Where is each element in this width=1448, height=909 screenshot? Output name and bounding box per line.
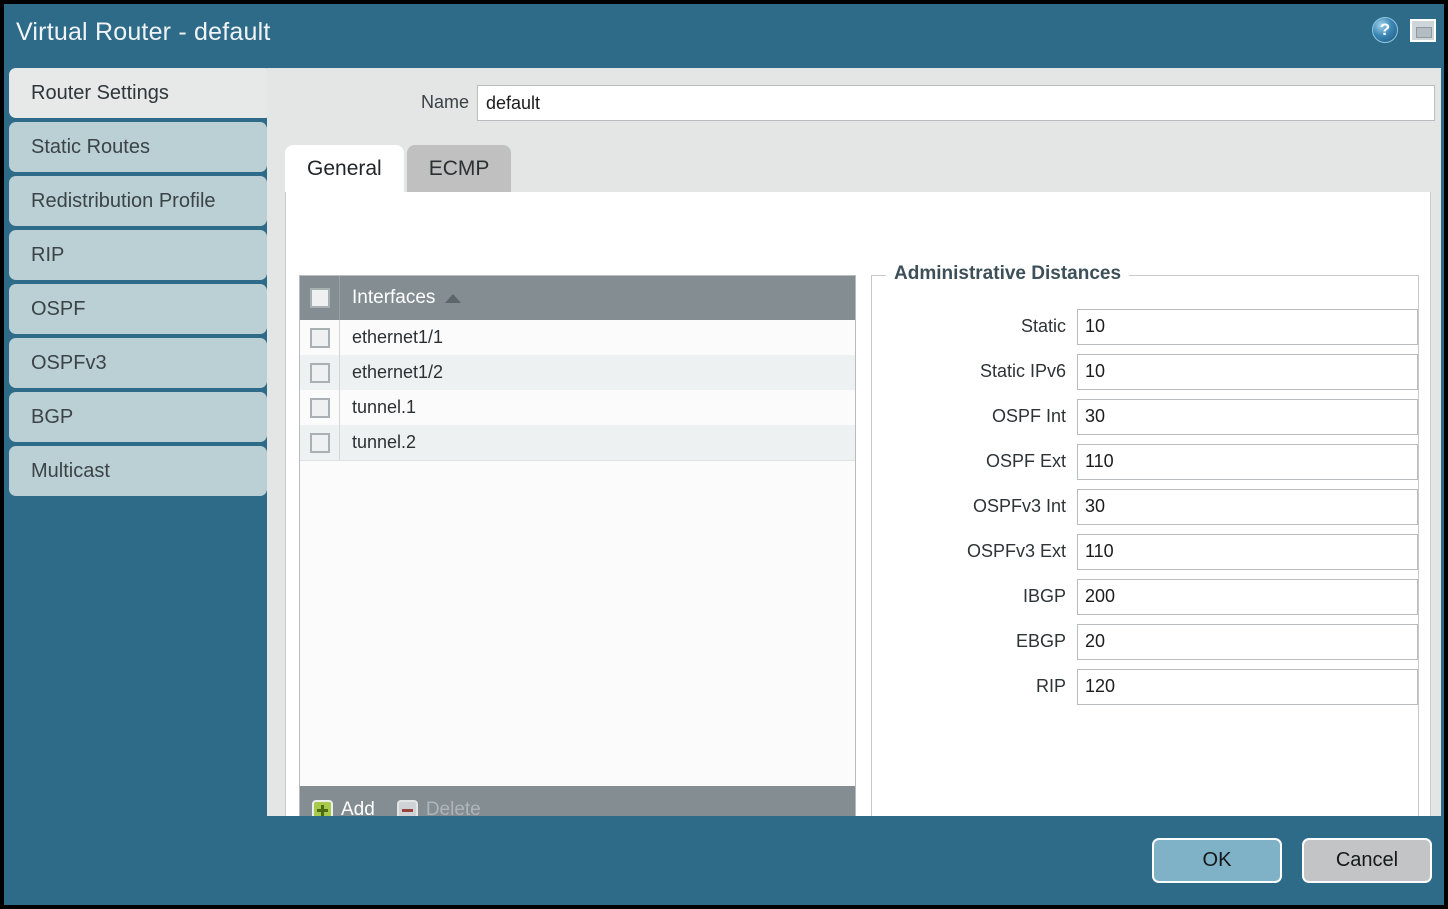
field-row-ospf-int: OSPF Int bbox=[872, 394, 1418, 439]
sidebar-item-label: OSPFv3 bbox=[31, 351, 107, 374]
tab-ecmp[interactable]: ECMP bbox=[406, 145, 512, 192]
field-label: RIP bbox=[1035, 676, 1066, 696]
row-checkbox[interactable] bbox=[309, 432, 330, 453]
field-label: Static IPv6 bbox=[979, 361, 1066, 381]
field-label: OSPF Int bbox=[991, 406, 1066, 426]
titlebar-icon-group: ? bbox=[1372, 17, 1436, 43]
row-checkbox-cell bbox=[300, 355, 340, 390]
table-body: ethernet1/1 ethernet1/2 tu bbox=[300, 320, 855, 460]
name-input[interactable] bbox=[477, 85, 1435, 121]
sidebar-item-rip[interactable]: RIP bbox=[9, 230, 267, 280]
ok-button[interactable]: OK bbox=[1152, 838, 1282, 883]
ospf-int-distance-input[interactable] bbox=[1077, 398, 1418, 435]
row-checkbox-cell bbox=[300, 425, 340, 460]
dialog-title: Virtual Router - default bbox=[16, 18, 271, 46]
field-label: Static bbox=[1020, 316, 1066, 336]
dialog-titlebar: Virtual Router - default ? bbox=[4, 4, 1444, 68]
table-row[interactable]: ethernet1/2 bbox=[300, 355, 855, 390]
column-header-label: Interfaces bbox=[352, 287, 436, 308]
field-row-ebgp: EBGP bbox=[872, 619, 1418, 664]
ospf-ext-distance-input[interactable] bbox=[1077, 443, 1418, 480]
field-row-rip: RIP bbox=[872, 664, 1418, 709]
ospfv3-ext-distance-input[interactable] bbox=[1077, 533, 1418, 570]
row-checkbox[interactable] bbox=[309, 397, 330, 418]
sidebar-item-label: RIP bbox=[31, 243, 65, 266]
interface-name: ethernet1/1 bbox=[352, 327, 444, 347]
field-row-ibgp: IBGP bbox=[872, 574, 1418, 619]
ibgp-distance-input[interactable] bbox=[1077, 578, 1418, 615]
sidebar-item-ospfv3[interactable]: OSPFv3 bbox=[9, 338, 267, 388]
sidebar-item-redistribution-profile[interactable]: Redistribution Profile bbox=[9, 176, 267, 226]
table-row[interactable]: tunnel.2 bbox=[300, 425, 855, 460]
interface-name: tunnel.2 bbox=[352, 432, 417, 452]
tab-strip: General ECMP bbox=[285, 145, 512, 192]
field-row-static-ipv6: Static IPv6 bbox=[872, 349, 1418, 394]
sidebar-item-label: OSPF bbox=[31, 297, 86, 320]
field-label: IBGP bbox=[1022, 586, 1066, 606]
cancel-button[interactable]: Cancel bbox=[1302, 838, 1432, 883]
name-field-row: Name bbox=[267, 85, 1441, 121]
help-circle-icon[interactable]: ? bbox=[1372, 17, 1398, 43]
interfaces-table: Interfaces ethernet1/1 bbox=[299, 275, 856, 835]
field-label: EBGP bbox=[1015, 631, 1066, 651]
sort-ascending-icon bbox=[445, 293, 462, 303]
sidebar-item-label: Multicast bbox=[31, 459, 110, 482]
table-row[interactable]: tunnel.1 bbox=[300, 390, 855, 425]
sidebar-item-label: Router Settings bbox=[31, 81, 169, 104]
row-checkbox[interactable] bbox=[309, 362, 330, 383]
sidebar-nav: Router Settings Static Routes Redistribu… bbox=[4, 68, 272, 816]
select-all-cell bbox=[300, 276, 340, 320]
interface-name: tunnel.1 bbox=[352, 397, 417, 417]
sidebar-item-bgp[interactable]: BGP bbox=[9, 392, 267, 442]
row-checkbox[interactable] bbox=[309, 327, 330, 348]
field-label: OSPFv3 Int bbox=[972, 496, 1066, 516]
interface-name: ethernet1/2 bbox=[352, 362, 444, 382]
field-row-ospfv3-ext: OSPFv3 Ext bbox=[872, 529, 1418, 574]
virtual-router-dialog: Virtual Router - default ? Router Settin… bbox=[4, 4, 1444, 905]
sidebar-item-label: Redistribution Profile bbox=[31, 189, 216, 212]
administrative-distances-legend: Administrative Distances bbox=[886, 263, 1130, 285]
table-body-divider bbox=[300, 460, 855, 461]
restore-window-icon[interactable] bbox=[1410, 18, 1436, 42]
static-ipv6-distance-input[interactable] bbox=[1077, 353, 1418, 390]
sidebar-item-static-routes[interactable]: Static Routes bbox=[9, 122, 267, 172]
sidebar-item-ospf[interactable]: OSPF bbox=[9, 284, 267, 334]
field-row-static: Static bbox=[872, 304, 1418, 349]
field-label: OSPF Ext bbox=[985, 451, 1066, 471]
sidebar-item-multicast[interactable]: Multicast bbox=[9, 446, 267, 496]
sidebar-item-label: BGP bbox=[31, 405, 74, 428]
field-row-ospfv3-int: OSPFv3 Int bbox=[872, 484, 1418, 529]
field-row-ospf-ext: OSPF Ext bbox=[872, 439, 1418, 484]
tab-general[interactable]: General bbox=[285, 145, 404, 192]
row-checkbox-cell bbox=[300, 320, 340, 355]
administrative-distances-rows: Static Static IPv6 OSPF Int OSPF Ex bbox=[872, 304, 1418, 709]
field-label: OSPFv3 Ext bbox=[966, 541, 1066, 561]
administrative-distances-group: Administrative Distances Static Static I… bbox=[871, 263, 1419, 835]
static-distance-input[interactable] bbox=[1077, 308, 1418, 345]
name-label: Name bbox=[420, 92, 469, 112]
table-header-row: Interfaces bbox=[300, 276, 855, 320]
dialog-body: Router Settings Static Routes Redistribu… bbox=[4, 68, 1444, 857]
table-row[interactable]: ethernet1/1 bbox=[300, 320, 855, 355]
ospfv3-int-distance-input[interactable] bbox=[1077, 488, 1418, 525]
sidebar-item-label: Static Routes bbox=[31, 135, 150, 158]
dialog-footer: OK Cancel bbox=[4, 816, 1444, 905]
column-header-interfaces[interactable]: Interfaces bbox=[340, 287, 462, 309]
delete-button-label: Delete bbox=[425, 799, 481, 820]
general-tab-panel: Interfaces ethernet1/1 bbox=[285, 192, 1431, 857]
content-pane: Name General ECMP Int bbox=[267, 68, 1444, 857]
sidebar-item-router-settings[interactable]: Router Settings bbox=[9, 68, 272, 118]
ebgp-distance-input[interactable] bbox=[1077, 623, 1418, 660]
row-checkbox-cell bbox=[300, 390, 340, 425]
rip-distance-input[interactable] bbox=[1077, 668, 1418, 705]
add-button-label: Add bbox=[341, 799, 375, 820]
select-all-checkbox[interactable] bbox=[309, 288, 330, 308]
